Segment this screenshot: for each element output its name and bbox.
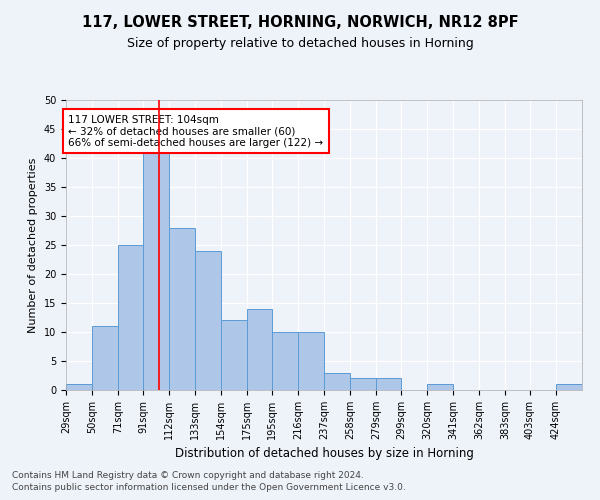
Bar — [247, 309, 272, 390]
Bar — [556, 384, 582, 390]
Bar — [272, 332, 298, 390]
Bar — [169, 228, 195, 390]
X-axis label: Distribution of detached houses by size in Horning: Distribution of detached houses by size … — [175, 448, 473, 460]
Text: 117, LOWER STREET, HORNING, NORWICH, NR12 8PF: 117, LOWER STREET, HORNING, NORWICH, NR1… — [82, 15, 518, 30]
Bar — [324, 372, 350, 390]
Bar — [195, 251, 221, 390]
Text: Contains public sector information licensed under the Open Government Licence v3: Contains public sector information licen… — [12, 484, 406, 492]
Bar — [118, 245, 143, 390]
Bar — [143, 152, 169, 390]
Bar — [66, 384, 92, 390]
Text: Contains HM Land Registry data © Crown copyright and database right 2024.: Contains HM Land Registry data © Crown c… — [12, 471, 364, 480]
Text: 117 LOWER STREET: 104sqm
← 32% of detached houses are smaller (60)
66% of semi-d: 117 LOWER STREET: 104sqm ← 32% of detach… — [68, 114, 323, 148]
Bar — [298, 332, 324, 390]
Bar — [92, 326, 118, 390]
Y-axis label: Number of detached properties: Number of detached properties — [28, 158, 38, 332]
Bar — [427, 384, 453, 390]
Bar — [376, 378, 401, 390]
Bar — [350, 378, 376, 390]
Bar — [221, 320, 247, 390]
Text: Size of property relative to detached houses in Horning: Size of property relative to detached ho… — [127, 38, 473, 51]
